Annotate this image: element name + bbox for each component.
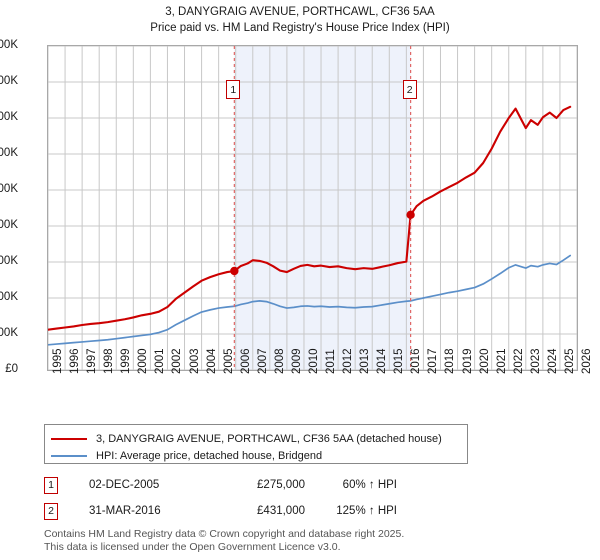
x-axis-tick-label: 1997 bbox=[86, 348, 99, 374]
legend-label: 3, DANYGRAIG AVENUE, PORTHCAWL, CF36 5AA… bbox=[96, 432, 442, 445]
legend-label: HPI: Average price, detached house, Brid… bbox=[96, 449, 323, 462]
highlight-band bbox=[234, 46, 411, 370]
transactions-table: 1 02-DEC-2005 £275,000 60% ↑ HPI 2 31-MAR-201… bbox=[44, 472, 464, 524]
transaction-price: £275,000 bbox=[257, 479, 305, 491]
x-axis-tick-label: 2006 bbox=[239, 348, 252, 374]
x-axis-tick-label: 2016 bbox=[410, 348, 423, 374]
legend-color-swatch bbox=[51, 454, 87, 457]
x-axis-tick-label: 1999 bbox=[120, 348, 133, 374]
data-series bbox=[48, 105, 572, 346]
x-axis-tick-label: 2013 bbox=[359, 348, 372, 374]
chart-plot-area bbox=[47, 45, 578, 371]
x-axis-tick-label: 2010 bbox=[307, 348, 320, 374]
title-line-2: Price paid vs. HM Land Registry's House … bbox=[150, 22, 450, 34]
x-axis-tick-label: 2000 bbox=[137, 348, 150, 374]
y-axis-tick-label: £900K bbox=[0, 39, 18, 51]
transaction-index-badge: 1 bbox=[44, 476, 58, 494]
x-axis-tick-label: 2003 bbox=[188, 348, 201, 374]
x-axis-tick-label: 2024 bbox=[546, 348, 559, 374]
table-row[interactable]: 2 31-MAR-2016 £431,000 125% ↑ HPI bbox=[44, 498, 464, 524]
x-axis-tick-label: 2020 bbox=[478, 348, 491, 374]
sale-event-marker-2[interactable]: 2 bbox=[402, 80, 417, 99]
x-axis-tick-label: 2019 bbox=[461, 348, 474, 374]
page-title: 3, DANYGRAIG AVENUE, PORTHCAWL, CF36 5AA… bbox=[0, 4, 600, 36]
x-axis-tick-label: 2023 bbox=[529, 348, 542, 374]
transaction-date: 31-MAR-2016 bbox=[89, 505, 161, 517]
table-row[interactable]: 1 02-DEC-2005 £275,000 60% ↑ HPI bbox=[44, 472, 464, 498]
y-axis-tick-label: £700K bbox=[0, 111, 18, 123]
x-axis-tick-label: 1998 bbox=[103, 348, 116, 374]
y-axis-tick-label: £500K bbox=[0, 183, 18, 195]
x-axis-tick-label: 2014 bbox=[376, 348, 389, 374]
y-axis-tick-label: £600K bbox=[0, 147, 18, 159]
y-axis-tick-label: £100K bbox=[0, 327, 18, 339]
x-axis-tick-label: 2018 bbox=[444, 348, 457, 374]
chart-legend: 3, DANYGRAIG AVENUE, PORTHCAWL, CF36 5AA… bbox=[44, 424, 468, 464]
footer-line-2: This data is licensed under the Open Gov… bbox=[44, 540, 341, 553]
title-line-1: 3, DANYGRAIG AVENUE, PORTHCAWL, CF36 5AA bbox=[165, 6, 435, 18]
y-axis-tick-label: £800K bbox=[0, 75, 18, 87]
legend-item-1: HPI: Average price, detached house, Brid… bbox=[45, 447, 467, 464]
legend-color-swatch bbox=[51, 437, 87, 440]
x-axis-tick-label: 2002 bbox=[171, 348, 184, 374]
legend-item-0: 3, DANYGRAIG AVENUE, PORTHCAWL, CF36 5AA… bbox=[45, 430, 467, 447]
sale-event-lines bbox=[233, 46, 412, 370]
sale-event-marker-1[interactable]: 1 bbox=[226, 80, 241, 99]
x-axis-tick-label: 2026 bbox=[581, 348, 593, 374]
transaction-price: £431,000 bbox=[257, 505, 305, 517]
x-axis-tick-label: 2004 bbox=[205, 348, 218, 374]
x-axis-tick-label: 2001 bbox=[154, 348, 167, 374]
x-axis-tick-label: 2011 bbox=[325, 349, 338, 374]
x-axis-tick-label: 1995 bbox=[52, 348, 64, 374]
x-axis-tick-label: 2022 bbox=[512, 348, 525, 374]
transaction-hpi-delta: 125% ↑ HPI bbox=[336, 505, 397, 517]
x-axis-tick-label: 2012 bbox=[342, 348, 355, 374]
y-axis-tick-label: £0 bbox=[5, 363, 18, 375]
footer-line-1: Contains HM Land Registry data © Crown c… bbox=[44, 528, 405, 540]
x-axis-tick-label: 2015 bbox=[393, 348, 406, 374]
footer-attribution: Contains HM Land Registry data © Crown c… bbox=[44, 528, 574, 553]
y-axis-tick-label: £200K bbox=[0, 291, 18, 303]
x-axis-tick-label: 2008 bbox=[273, 348, 286, 374]
x-axis-tick-label: 2017 bbox=[427, 348, 440, 374]
x-axis-tick-label: 1996 bbox=[69, 348, 82, 374]
y-axis-tick-label: £400K bbox=[0, 219, 18, 231]
transaction-index-badge: 2 bbox=[44, 502, 58, 520]
sale-event-points bbox=[230, 210, 415, 276]
x-axis-tick-label: 2005 bbox=[222, 348, 235, 374]
y-axis-tick-label: £300K bbox=[0, 255, 18, 267]
grid-lines bbox=[48, 46, 577, 370]
x-axis-tick-label: 2007 bbox=[256, 348, 269, 374]
x-axis-tick-label: 2025 bbox=[563, 348, 576, 374]
transaction-date: 02-DEC-2005 bbox=[89, 479, 160, 491]
x-axis-tick-label: 2021 bbox=[495, 348, 508, 374]
transaction-hpi-delta: 60% ↑ HPI bbox=[342, 479, 397, 491]
chart-svg bbox=[48, 46, 577, 370]
x-axis-tick-label: 2009 bbox=[290, 348, 303, 374]
